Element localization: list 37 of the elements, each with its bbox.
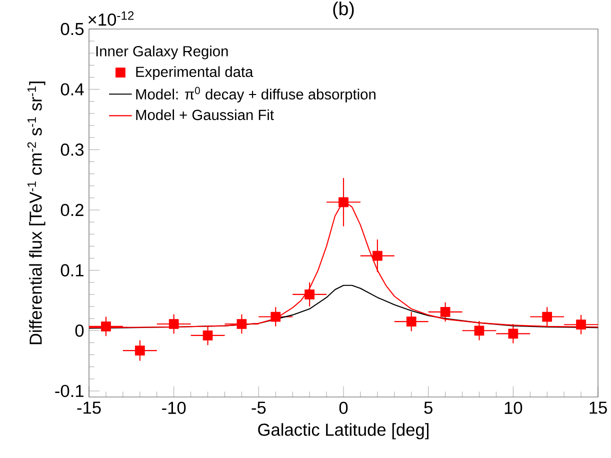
legend-label: Model: π$^{0}$ decay + diffuse absorption [136,86,376,102]
x-tick-label: -15 [77,402,101,414]
point [202,330,213,340]
y-tick-label: 0.3 [60,144,84,156]
x-axis-title: Galactic Latitude [deg] [258,423,428,440]
x-tick-label: -5 [252,402,266,414]
point [270,312,281,322]
point [168,319,179,329]
legend-title: Inner Galaxy Region [96,46,228,60]
y-tick-label: 0.4 [60,83,84,96]
text: ×10$^{-12}$ [88,11,134,26]
y-tick-label: 0 [75,324,84,337]
legend-label: Model + Gaussian Fit [136,109,274,120]
x-tick-label: 0 [339,402,348,414]
point [236,319,247,329]
legend-label: Experimental data [136,66,254,80]
text: Differential flux [TeV$^{-1}$ cm$^{-2}$ s$^{-1}$ sr$^{-1}$] [27,82,46,344]
point [101,321,111,332]
x-tick-label: 15 [590,402,607,414]
x-tick-label: 5 [424,402,432,414]
point [134,346,145,356]
point [406,316,416,327]
y-tick-label: 0.5 [60,22,84,36]
x-tick-label: -10 [162,402,186,414]
point [440,307,450,317]
x-tick-label: 10 [504,402,522,414]
point [338,197,348,208]
point [372,250,382,261]
point [508,328,518,339]
y-tick-label: 0.2 [60,204,84,216]
point [542,312,552,322]
point [576,320,586,330]
y-tick-label: -0.1 [55,384,84,398]
point [304,290,315,300]
chart-title: (b) [333,2,354,19]
point [474,326,484,336]
y-tick-label: 0.1 [60,264,84,276]
